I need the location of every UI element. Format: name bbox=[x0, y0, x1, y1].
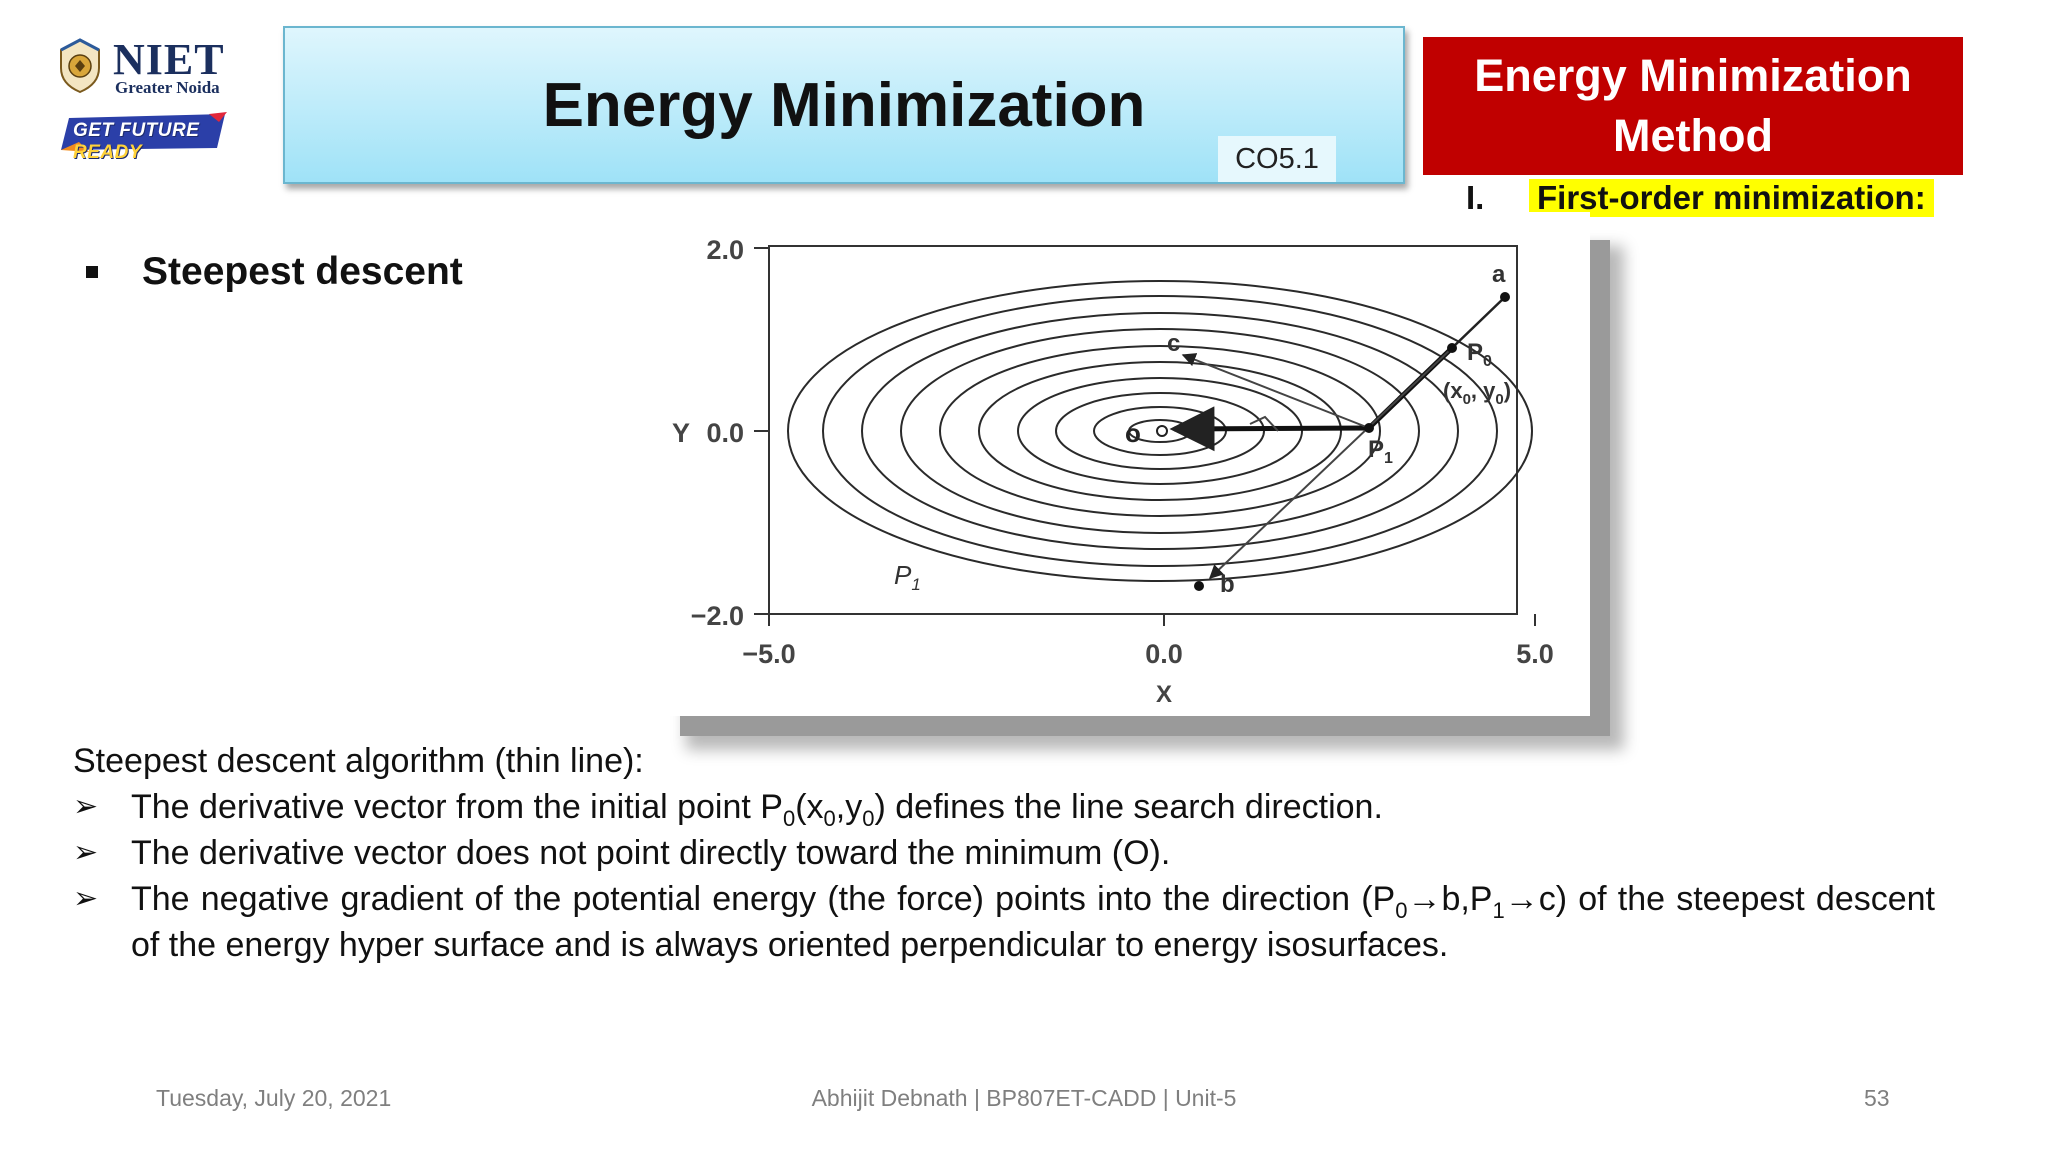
arrow-bullet-icon: ➢ bbox=[73, 882, 99, 915]
arrow-bullet-icon: ➢ bbox=[73, 836, 99, 869]
logo-city: Greater Noida bbox=[115, 78, 220, 97]
crest-icon bbox=[60, 38, 100, 94]
course-outcome-tag: CO5.1 bbox=[1218, 136, 1336, 182]
x-axis-label: X bbox=[1156, 681, 1172, 708]
algorithm-heading: Steepest descent algorithm (thin line): bbox=[73, 742, 644, 780]
list-item: ➢ The negative gradient of the potential… bbox=[73, 876, 1935, 968]
arrow-bullet-icon: ➢ bbox=[73, 790, 99, 823]
point-p0 bbox=[1447, 343, 1457, 353]
label-p0-coords: (x0, y0) bbox=[1443, 378, 1511, 408]
plot-frame bbox=[768, 245, 1518, 615]
line-p1-o bbox=[1169, 406, 1370, 452]
section-subheading: I. First-order minimization: bbox=[1466, 176, 1934, 220]
method-title-line1: Energy Minimization bbox=[1474, 50, 1912, 101]
footer-date: Tuesday, July 20, 2021 bbox=[156, 1085, 392, 1111]
bullet-item: Steepest descent bbox=[86, 250, 463, 294]
slide-number: 53 bbox=[1864, 1085, 1890, 1111]
footer-author: Abhijit Debnath | BP807ET-CADD | Unit-5 bbox=[811, 1085, 1237, 1111]
method-title-line2: Method bbox=[1613, 110, 1773, 161]
page-title: Energy Minimization bbox=[542, 71, 1146, 140]
x-tick-mid: 0.0 bbox=[1145, 639, 1183, 669]
steepest-descent-figure: 2.0 0.0 −2.0 Y −5.0 0.0 5.0 X o bbox=[652, 212, 1590, 716]
label-a: a bbox=[1492, 261, 1506, 288]
label-b: b bbox=[1220, 571, 1235, 598]
square-bullet-icon bbox=[86, 266, 98, 278]
point-b bbox=[1194, 581, 1204, 591]
logo-name: NIET bbox=[113, 35, 225, 84]
label-p1: P1 bbox=[1368, 436, 1393, 467]
y-tick-mid: 0.0 bbox=[706, 418, 744, 448]
contour-plot: 2.0 0.0 −2.0 Y −5.0 0.0 5.0 X o bbox=[672, 235, 1554, 708]
x-tick-left: −5.0 bbox=[742, 639, 795, 669]
algorithm-description: Steepest descent algorithm (thin line): … bbox=[73, 738, 1935, 968]
method-banner: Energy Minimization Method bbox=[1423, 37, 1963, 175]
label-p0: P0 bbox=[1467, 339, 1492, 370]
minimum-point bbox=[1156, 425, 1168, 437]
title-banner: Energy Minimization CO5.1 bbox=[283, 26, 1405, 184]
label-p1-italic: P1 bbox=[894, 560, 921, 594]
logo-tagline: GET FUTURE READY bbox=[73, 120, 200, 163]
steepest-line-p1-c bbox=[1181, 353, 1370, 429]
label-c: c bbox=[1167, 330, 1180, 357]
y-tick-top: 2.0 bbox=[706, 235, 744, 265]
x-tick-right: 5.0 bbox=[1516, 639, 1554, 669]
tagline-banner-icon bbox=[61, 112, 227, 152]
section-numeral: I. bbox=[1466, 179, 1485, 216]
niet-logo: NIET Greater Noida GET FUTURE READY bbox=[55, 34, 245, 164]
list-item: ➢ The derivative vector from the initial… bbox=[73, 784, 1935, 830]
y-tick-bottom: −2.0 bbox=[691, 601, 744, 631]
steepest-line-p0-b bbox=[1208, 347, 1453, 579]
highlighted-subheading: First-order minimization: bbox=[1529, 179, 1934, 217]
line-a-p0 bbox=[1451, 296, 1506, 349]
point-a bbox=[1500, 292, 1510, 302]
energy-contours bbox=[787, 280, 1533, 582]
label-o: o bbox=[1125, 418, 1141, 448]
y-axis-label: Y bbox=[672, 418, 690, 448]
bullet-label: Steepest descent bbox=[142, 250, 463, 293]
list-item: ➢ The derivative vector does not point d… bbox=[73, 830, 1935, 876]
point-p1 bbox=[1364, 423, 1374, 433]
